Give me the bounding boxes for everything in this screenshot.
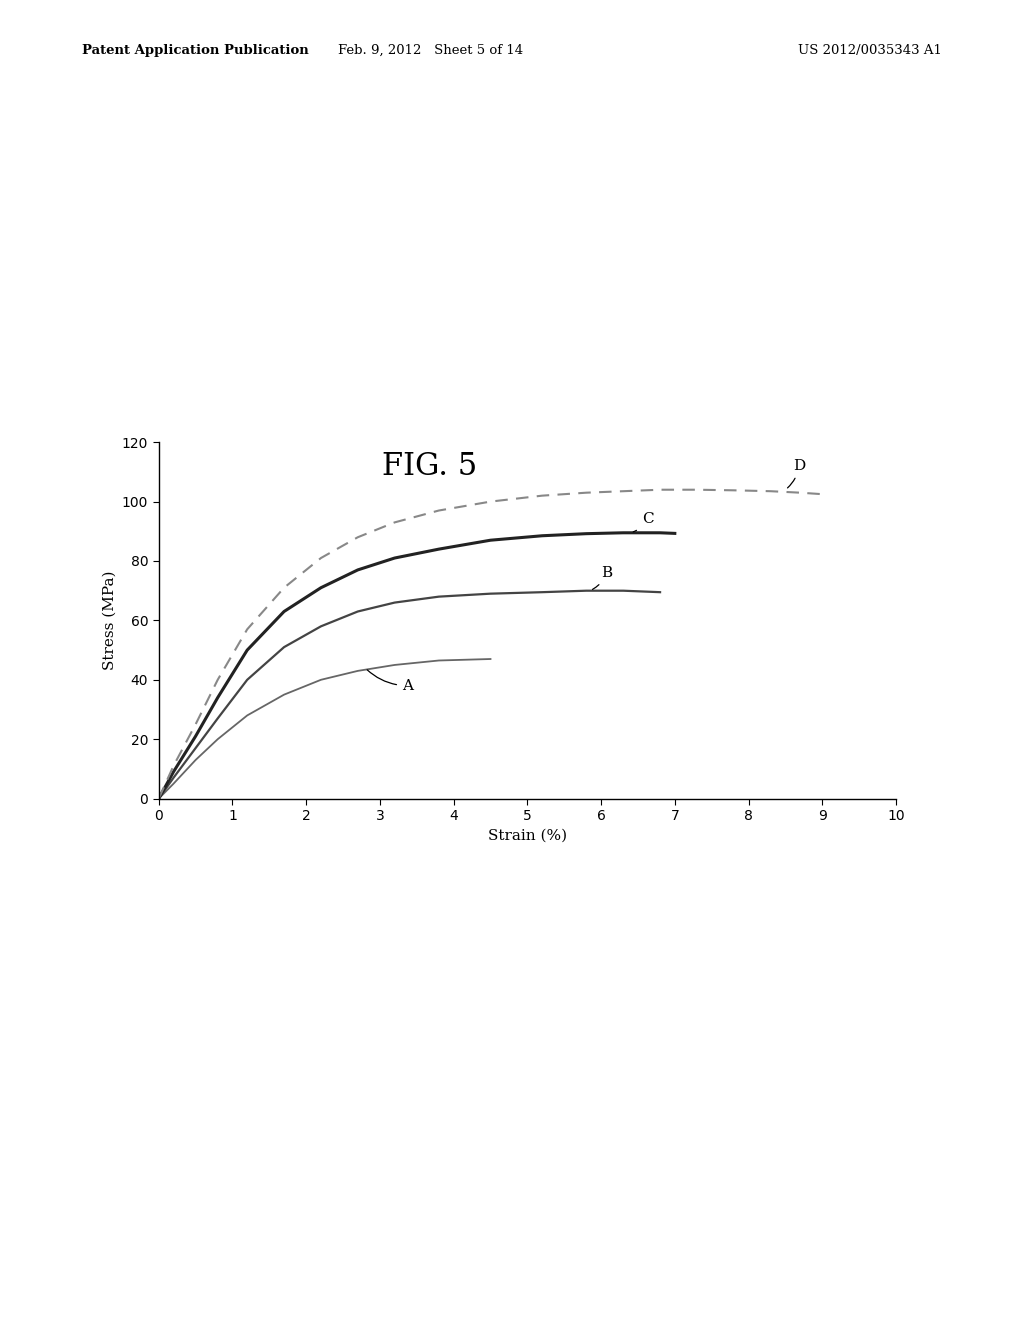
Text: US 2012/0035343 A1: US 2012/0035343 A1	[798, 44, 942, 57]
Text: A: A	[368, 669, 413, 693]
Text: C: C	[633, 512, 653, 532]
Text: B: B	[593, 566, 612, 590]
Text: Feb. 9, 2012   Sheet 5 of 14: Feb. 9, 2012 Sheet 5 of 14	[338, 44, 522, 57]
Text: FIG. 5: FIG. 5	[382, 451, 478, 482]
Text: D: D	[787, 459, 805, 488]
Text: Patent Application Publication: Patent Application Publication	[82, 44, 308, 57]
X-axis label: Strain (%): Strain (%)	[487, 829, 567, 842]
Y-axis label: Stress (MPa): Stress (MPa)	[102, 570, 117, 671]
